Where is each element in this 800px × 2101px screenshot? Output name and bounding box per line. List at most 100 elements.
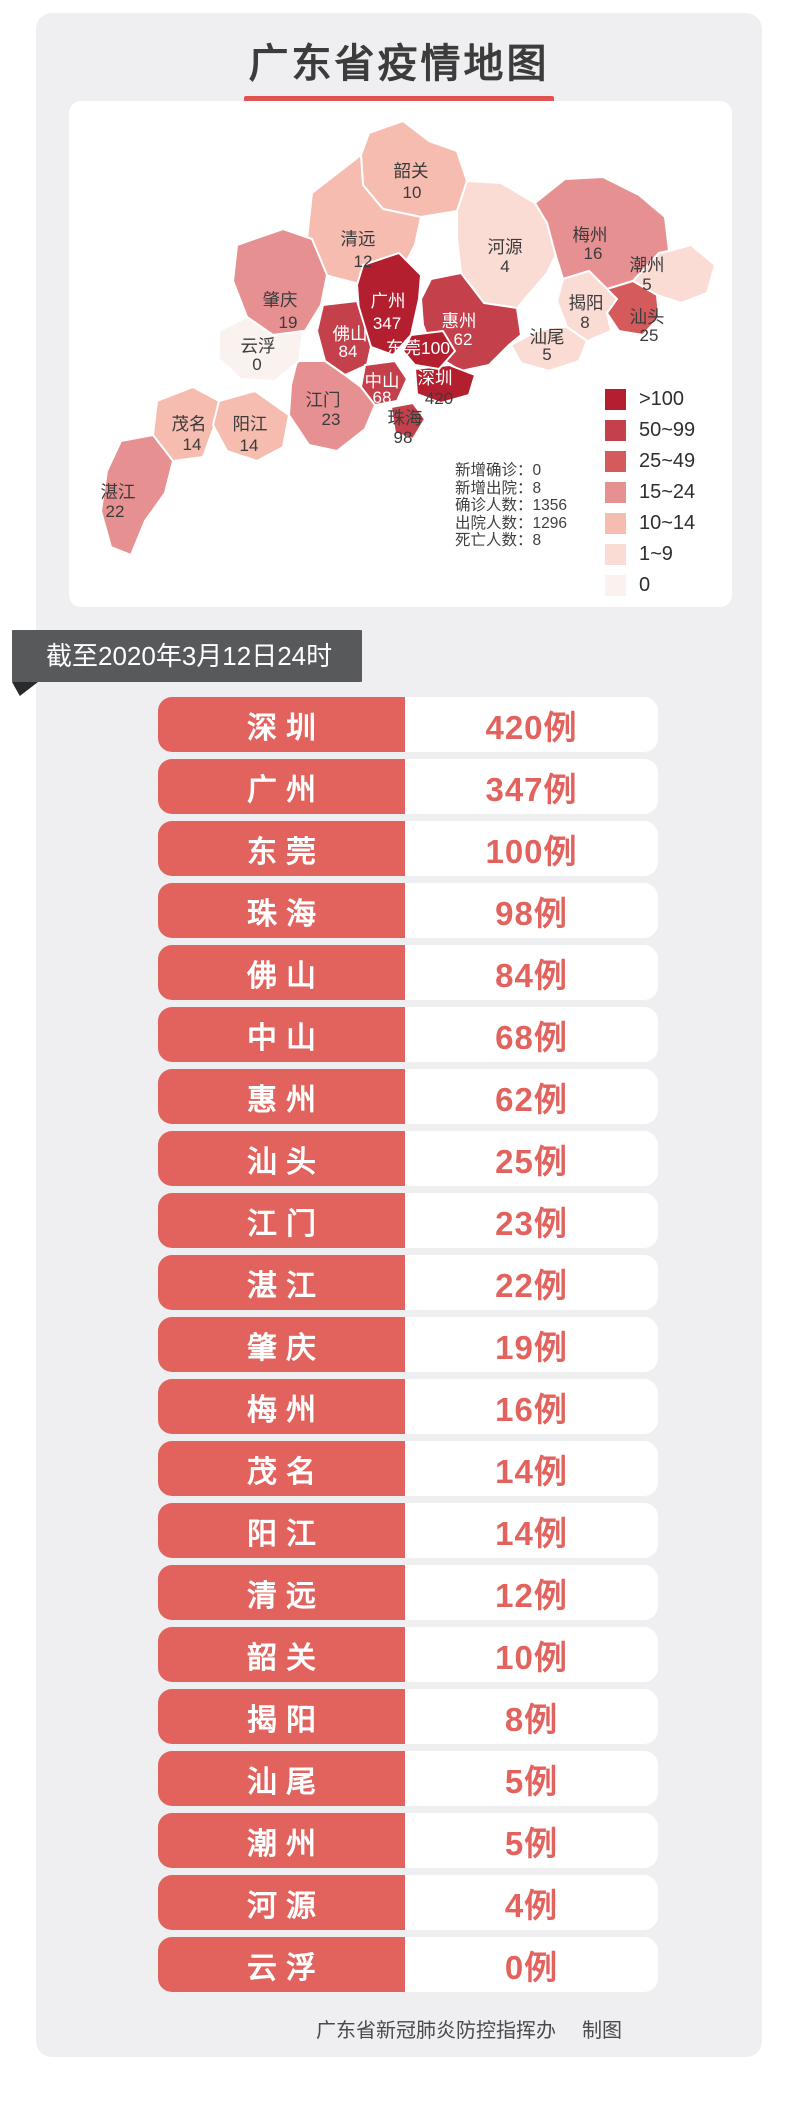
- legend-item-gt100: >100: [605, 388, 695, 410]
- city-name-pill: 佛山: [158, 945, 405, 1000]
- map-label-huizhou: 惠州: [442, 311, 477, 331]
- city-name-pill: 汕头: [158, 1131, 405, 1186]
- map-label-zhuhai: 98: [394, 428, 413, 447]
- city-name-pill: 江门: [158, 1193, 405, 1248]
- map-label-heyuan: 4: [500, 257, 509, 276]
- page-title: 广东省疫情地图: [248, 42, 550, 86]
- map-region-chaozhou: [632, 244, 716, 304]
- city-name-pill: 清远: [158, 1565, 405, 1620]
- map-label-zhanjiang: 湛江: [101, 482, 136, 502]
- city-case-row: 韶关 10例: [158, 1627, 658, 1682]
- map-region-guangzhou: [356, 252, 422, 356]
- map-region-shenzhen: [414, 364, 476, 404]
- city-case-row: 云浮 0例: [158, 1937, 658, 1992]
- map-label-foshan: 佛山: [333, 324, 368, 344]
- city-case-row: 揭阳 8例: [158, 1689, 658, 1744]
- map-region-zhanjiang: [100, 434, 174, 556]
- city-case-row: 佛山 84例: [158, 945, 658, 1000]
- map-label-zhuhai: 珠海: [388, 408, 423, 428]
- city-case-row: 中山 68例: [158, 1007, 658, 1062]
- map-label-guangzhou: 347: [373, 314, 401, 333]
- map-label-qingyuan: 清远: [341, 229, 376, 249]
- legend-swatch-b1_9: [605, 544, 626, 565]
- legend-label: 15~24: [639, 481, 696, 503]
- city-case-row: 肇庆 19例: [158, 1317, 658, 1372]
- city-name-pill: 梅州: [158, 1379, 405, 1434]
- map-region-zhaoqing: [232, 228, 328, 336]
- city-name-pill: 中山: [158, 1007, 405, 1062]
- city-case-count: 62例: [405, 1069, 658, 1124]
- map-label-yangjiang: 14: [240, 436, 259, 455]
- city-name-pill: 广州: [158, 759, 405, 814]
- city-case-count: 23例: [405, 1193, 658, 1248]
- map-region-shantou: [606, 280, 660, 336]
- map-label-zhongshan: 中山: [365, 371, 400, 391]
- map-label-shaoguan: 10: [403, 183, 422, 202]
- map-label-shanwei: 汕尾: [530, 327, 565, 347]
- legend-item-b1_9: 1~9: [605, 543, 695, 565]
- city-case-count: 12例: [405, 1565, 658, 1620]
- map-region-shanwei: [510, 326, 588, 372]
- infographic-panel: 广东省疫情地图 韶关 10 清远 12 河源 4 梅州 16 潮州 5 揭阳 8 汕头 25 汕尾 5 惠州 62…: [12, 13, 762, 2057]
- map-label-shaoguan: 韶关: [394, 161, 429, 181]
- city-case-row: 汕头 25例: [158, 1131, 658, 1186]
- map-stats: 新增确诊：0 新增出院：8 确诊人数：1356 出院人数：1296 死亡人数：8: [455, 462, 567, 550]
- city-name-pill: 汕尾: [158, 1751, 405, 1806]
- map-label-jieyang: 8: [580, 313, 589, 332]
- city-case-row: 梅州 16例: [158, 1379, 658, 1434]
- legend-label: 10~14: [639, 512, 696, 534]
- city-case-count: 0例: [405, 1937, 658, 1992]
- map-label-jieyang: 揭阳: [569, 293, 604, 313]
- legend-label: 0: [639, 574, 651, 596]
- map-region-yunfu: [218, 316, 304, 382]
- city-case-count: 14例: [405, 1503, 658, 1558]
- city-case-row: 珠海 98例: [158, 883, 658, 938]
- map-region-yangjiang: [212, 390, 290, 462]
- city-case-row: 深圳 420例: [158, 697, 658, 752]
- city-case-count: 5例: [405, 1751, 658, 1806]
- map-region-zhuhai: [390, 402, 426, 440]
- city-name-pill: 珠海: [158, 883, 405, 938]
- legend-item-b25_49: 25~49: [605, 450, 695, 472]
- map-label-yunfu: 云浮: [241, 336, 276, 356]
- city-case-row: 茂名 14例: [158, 1441, 658, 1496]
- city-case-row: 惠州 62例: [158, 1069, 658, 1124]
- map-label-huizhou: 62: [454, 330, 473, 349]
- date-banner-label: 截至2020年3月12日24时: [46, 641, 333, 671]
- city-name-pill: 肇庆: [158, 1317, 405, 1372]
- city-case-row: 河源 4例: [158, 1875, 658, 1930]
- legend-item-b0: 0: [605, 574, 695, 596]
- city-case-count: 4例: [405, 1875, 658, 1930]
- map-card: 韶关 10 清远 12 河源 4 梅州 16 潮州 5 揭阳 8 汕头 25 汕尾 5 惠州 62 深圳 420 东莞1…: [69, 101, 732, 607]
- city-name-pill: 茂名: [158, 1441, 405, 1496]
- city-case-count: 98例: [405, 883, 658, 938]
- stat-line: 确诊人数：1356: [455, 497, 567, 515]
- stat-line: 死亡人数：8: [455, 532, 542, 550]
- legend-item-b15_24: 15~24: [605, 481, 696, 503]
- city-case-count: 84例: [405, 945, 658, 1000]
- city-case-count: 68例: [405, 1007, 658, 1062]
- footer-madeby-text: 制图: [582, 2020, 622, 2042]
- map-region-foshan: [316, 300, 372, 376]
- city-name-pill: 韶关: [158, 1627, 405, 1682]
- map-region-jieyang: [556, 270, 618, 342]
- legend-swatch-b10_14: [605, 513, 626, 534]
- map-label-zhaoqing: 肇庆: [263, 290, 298, 310]
- map-label-chaozhou: 潮州: [630, 255, 665, 275]
- footer-credit: 广东省新冠肺炎防控指挥办 制图: [36, 2014, 762, 2043]
- map-label-guangzhou: 广州: [371, 291, 406, 311]
- map-label-jiangmen: 江门: [306, 390, 341, 410]
- city-case-row: 东莞 100例: [158, 821, 658, 876]
- city-case-count: 14例: [405, 1441, 658, 1496]
- map-label-yunfu: 0: [252, 355, 261, 374]
- city-name-pill: 河源: [158, 1875, 405, 1930]
- map-label-maoming: 茂名: [172, 414, 207, 434]
- legend-label: 50~99: [639, 419, 696, 441]
- map-region-jiangmen: [288, 360, 376, 452]
- map-label-chaozhou: 5: [642, 275, 651, 294]
- city-name-pill: 湛江: [158, 1255, 405, 1310]
- map-label-yangjiang: 阳江: [233, 414, 268, 434]
- map-label-foshan: 84: [339, 342, 358, 361]
- map-label-meizhou: 16: [584, 244, 603, 263]
